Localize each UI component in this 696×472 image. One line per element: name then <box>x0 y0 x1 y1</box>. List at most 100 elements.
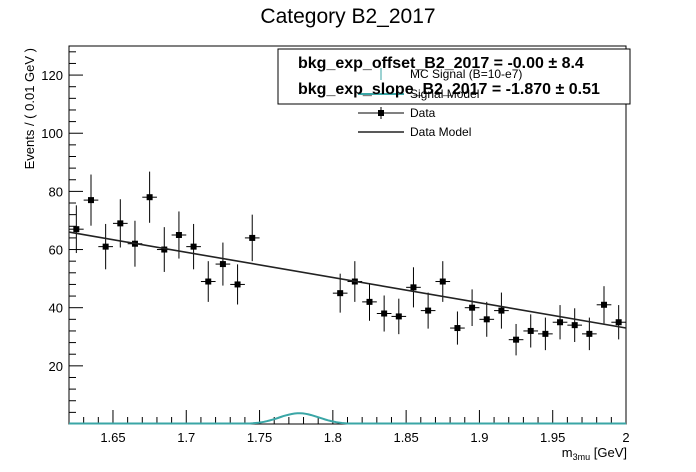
data-model-line <box>68 231 627 329</box>
data-point-marker <box>87 197 94 204</box>
data-point <box>523 314 539 348</box>
y-axis-label: Events / ( 0.01 GeV ) <box>22 48 37 169</box>
data-point-marker <box>439 278 446 285</box>
x-tick-label: 2 <box>622 430 629 445</box>
data-point-marker <box>73 226 80 233</box>
data-point-marker <box>366 298 373 305</box>
data-point <box>244 214 260 262</box>
x-axis-label: m3mu [GeV] <box>562 445 627 462</box>
data-point <box>596 286 612 324</box>
x-axis-label-main: m <box>562 445 573 460</box>
data-point <box>406 267 421 308</box>
data-point <box>186 223 201 270</box>
data-point <box>450 311 465 345</box>
data-point-marker <box>513 336 520 343</box>
y-tick-label: 120 <box>41 68 63 83</box>
data-point-marker <box>190 243 197 250</box>
legend: MC Signal (B=10-e7) Signal Model Data Data … <box>277 48 631 139</box>
y-tick-label: 20 <box>49 359 63 374</box>
data-point <box>69 205 84 254</box>
data-point-marker <box>395 313 402 320</box>
data-point-marker <box>249 234 256 241</box>
data-point <box>83 174 99 226</box>
x-axis-label-unit: [GeV] <box>590 445 627 460</box>
x-tick-label: 1.75 <box>247 430 272 445</box>
data-point-marker <box>557 319 564 326</box>
data-point-marker <box>205 278 212 285</box>
data-point-marker <box>425 307 432 314</box>
data-point-marker <box>615 319 622 326</box>
data-point <box>215 242 231 286</box>
stat-slope: bkg_exp_slope_B2_2017 = -1.870 ± 0.51 <box>298 81 600 98</box>
stat-offset: bkg_exp_offset_B2_2017 = -0.00 ± 8.4 <box>298 55 584 72</box>
data-point <box>362 282 377 321</box>
data-point-marker <box>498 307 505 314</box>
legend-label: Data <box>410 106 436 120</box>
data-point <box>98 223 113 270</box>
data-point-marker <box>381 310 388 317</box>
data-point-marker <box>161 246 168 253</box>
y-tick-label: 40 <box>49 301 63 316</box>
data-point <box>552 305 568 340</box>
y-axis: 20 40 60 80 100 120 <box>41 51 83 425</box>
data-point-marker <box>219 261 226 268</box>
x-axis: 1.65 1.7 1.75 1.8 1.85 1.9 1.95 2 <box>68 410 630 445</box>
legend-items: MC Signal (B=10-e7) Signal Model Data Data … <box>358 67 522 139</box>
data-point <box>200 261 216 302</box>
y-tick-label: 100 <box>41 126 63 141</box>
data-point <box>567 308 583 343</box>
data-point-marker <box>146 194 153 201</box>
legend-label: Data Model <box>410 125 471 139</box>
data-point <box>508 323 524 356</box>
data-point-marker <box>542 330 549 337</box>
x-tick-label: 1.65 <box>100 430 125 445</box>
data-point <box>494 292 509 329</box>
x-tick-label: 1.7 <box>177 430 195 445</box>
signal-model-curve <box>69 412 626 425</box>
y-tick-label: 60 <box>49 243 63 258</box>
data-point-marker <box>234 281 241 288</box>
x-tick-label: 1.8 <box>324 430 342 445</box>
legend-item: Data Model <box>358 125 471 139</box>
data-point <box>332 273 348 313</box>
data-point <box>376 295 392 332</box>
data-point-marker <box>571 322 578 329</box>
legend-box <box>277 48 631 105</box>
data-point-marker <box>483 316 490 323</box>
series-layer <box>68 171 627 425</box>
data-point-marker <box>469 304 476 311</box>
data-point-marker <box>410 284 417 291</box>
x-axis-label-sub: 3mu <box>573 452 591 462</box>
data-point <box>420 292 436 329</box>
data-point <box>391 298 407 335</box>
data-point <box>230 264 245 305</box>
legend-label: Signal Model <box>410 87 479 101</box>
data-point <box>142 171 157 223</box>
data-point <box>112 199 128 248</box>
data-point-marker <box>337 290 344 297</box>
x-tick-label: 1.9 <box>470 430 488 445</box>
legend-item: MC Signal (B=10-e7) <box>380 67 522 81</box>
legend-label: MC Signal (B=10-e7) <box>410 67 522 81</box>
x-tick-label: 1.95 <box>540 430 565 445</box>
data-point-marker <box>586 330 593 337</box>
data-point <box>582 317 597 351</box>
legend-item: Data <box>358 106 436 120</box>
legend-swatch-data-marker <box>378 110 384 116</box>
x-tick-label: 1.85 <box>393 430 418 445</box>
data-point <box>479 301 495 337</box>
legend-item: Signal Model <box>358 87 479 101</box>
data-point <box>611 305 626 340</box>
data-point-marker <box>601 301 608 308</box>
data-point-marker <box>175 232 182 238</box>
data-point-marker <box>527 327 534 334</box>
data-point-marker <box>102 243 109 250</box>
y-tick-label: 80 <box>49 184 63 199</box>
data-point <box>464 289 480 327</box>
chart-title: Category B2_2017 <box>260 5 435 28</box>
data-point <box>538 317 553 351</box>
data-point <box>435 261 451 302</box>
data-point-marker <box>454 325 461 332</box>
data-point-marker <box>117 220 124 227</box>
